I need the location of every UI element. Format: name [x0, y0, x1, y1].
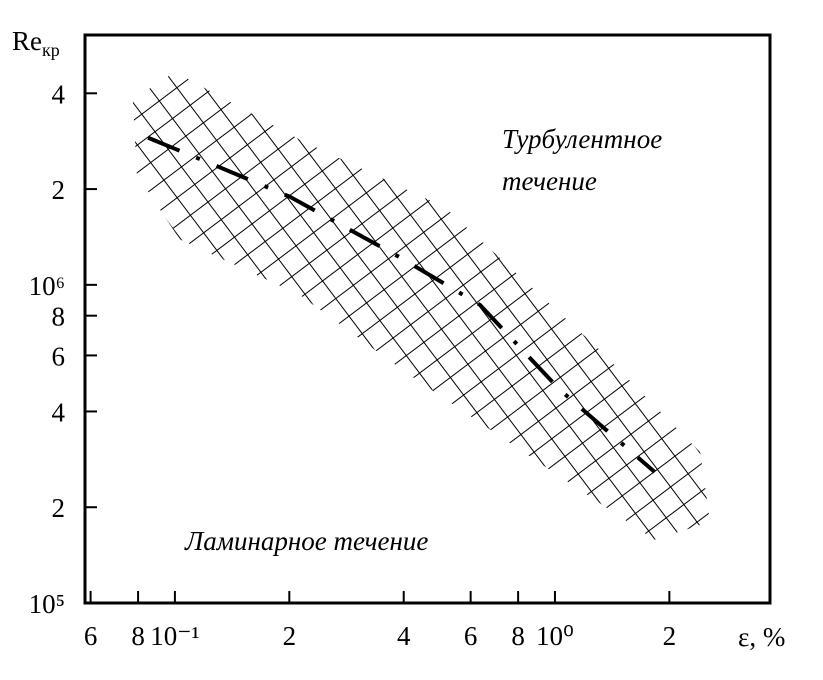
- annotation: Турбулентное: [502, 124, 662, 154]
- x-tick-label: 10⁰: [536, 621, 574, 651]
- y-tick-label: 2: [52, 493, 66, 523]
- y-tick-label: 10⁵: [29, 589, 65, 619]
- y-tick-label: 6: [52, 341, 66, 371]
- y-axis-label: Reкр: [12, 26, 60, 60]
- x-tick-label: 6: [84, 621, 98, 651]
- x-tick-label: 4: [397, 621, 411, 651]
- x-tick-label: 8: [131, 621, 145, 651]
- plot-frame: [83, 33, 772, 605]
- x-tick-label: 8: [511, 621, 525, 651]
- x-axis-label: ε, %: [738, 622, 785, 652]
- y-tick-label: 10⁶: [29, 271, 65, 301]
- x-tick-label: 6: [464, 621, 478, 651]
- x-tick-label: 2: [283, 621, 297, 651]
- y-label-main: Re: [12, 26, 42, 56]
- x-tick-label: 2: [663, 621, 677, 651]
- y-label-sub: кр: [42, 40, 60, 60]
- annotation: течение: [502, 166, 597, 196]
- annotation: Ламинарное течение: [184, 526, 428, 556]
- y-tick-label: 4: [52, 79, 66, 109]
- scatter-band: [132, 71, 711, 540]
- y-tick-label: 8: [52, 302, 66, 332]
- x-tick-label: 10⁻¹: [150, 621, 199, 651]
- y-tick-label: 4: [52, 397, 66, 427]
- y-tick-label: 2: [52, 175, 66, 205]
